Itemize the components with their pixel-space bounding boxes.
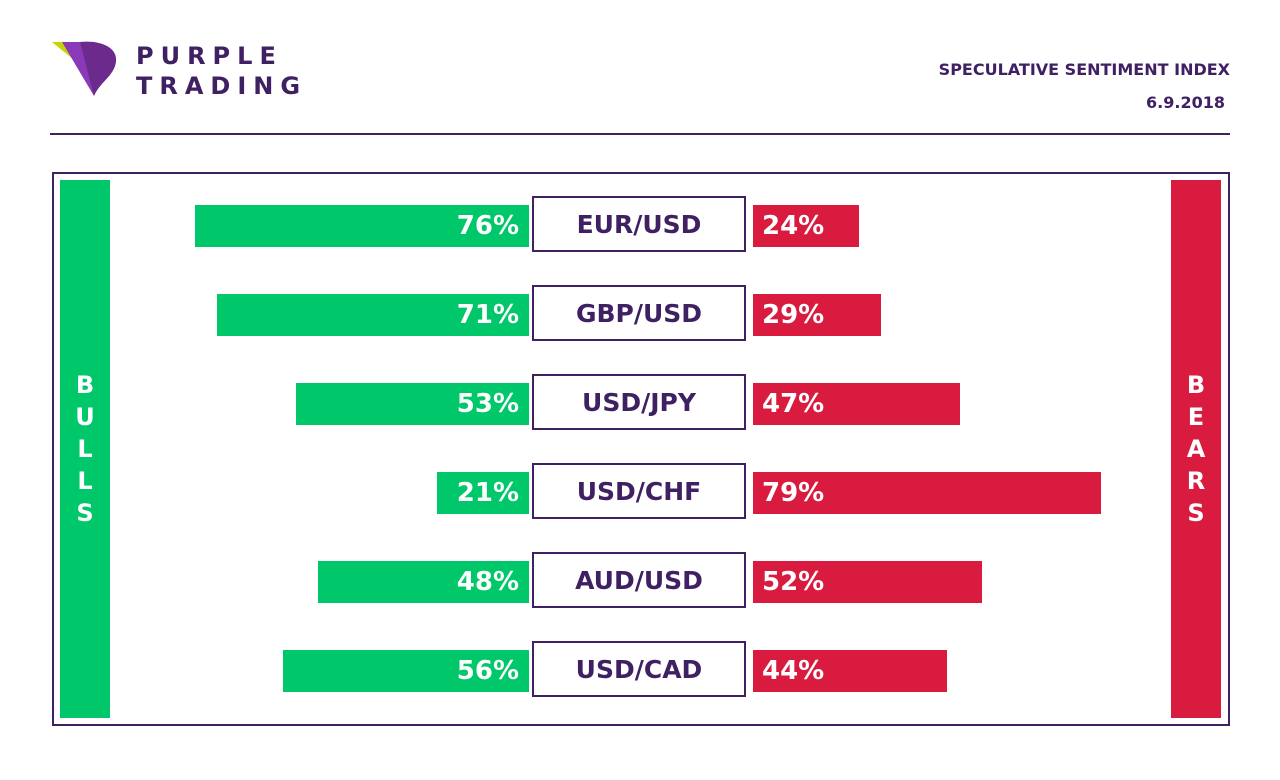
logo-wordmark-line2: TRADING [136,72,308,100]
chart-frame [52,172,1230,726]
purple-trading-logo-icon [52,41,117,96]
bull-bar-usd-jpy [295,383,529,425]
bears-label: BEARS [1186,371,1206,527]
bull-value-label: 71% [456,300,519,330]
bulls-label: BULLS [75,371,95,527]
pair-label-gbp-usd: GBP/USD [532,285,746,341]
logo-wordmark-line1: PURPLE [136,42,283,70]
bear-bar-gbp-usd [753,294,881,336]
bears-side-bar: BEARS [1171,180,1221,718]
bull-bar-aud-usd [317,561,529,603]
bull-bar-gbp-usd [216,294,529,336]
bear-value-label: 44% [762,656,825,686]
bear-bar-aud-usd [753,561,982,603]
pair-label-eur-usd: EUR/USD [532,196,746,252]
pair-label-usd-cad: USD/CAD [532,641,746,697]
bear-value-label: 24% [762,211,825,241]
bull-bar-usd-chf [436,472,529,514]
bear-bar-usd-jpy [753,383,960,425]
pair-label-usd-chf: USD/CHF [532,463,746,519]
bear-value-label: 52% [762,567,825,597]
pair-label-aud-usd: AUD/USD [532,552,746,608]
bear-bar-usd-chf [753,472,1101,514]
bull-bar-usd-cad [282,650,529,692]
bear-value-label: 29% [762,300,825,330]
bull-value-label: 53% [456,389,519,419]
bull-value-label: 21% [456,478,519,508]
bull-value-label: 76% [456,211,519,241]
report-date: 6.9.2018 [1146,93,1225,112]
bull-value-label: 48% [456,567,519,597]
bulls-side-bar: BULLS [60,180,110,718]
bear-bar-usd-cad [753,650,947,692]
pair-label-usd-jpy: USD/JPY [532,374,746,430]
bull-value-label: 56% [456,656,519,686]
page-title: SPECULATIVE SENTIMENT INDEX [938,60,1230,79]
bear-value-label: 47% [762,389,825,419]
header-divider [50,133,1230,135]
bull-bar-eur-usd [194,205,529,247]
bear-bar-eur-usd [753,205,859,247]
bear-value-label: 79% [762,478,825,508]
